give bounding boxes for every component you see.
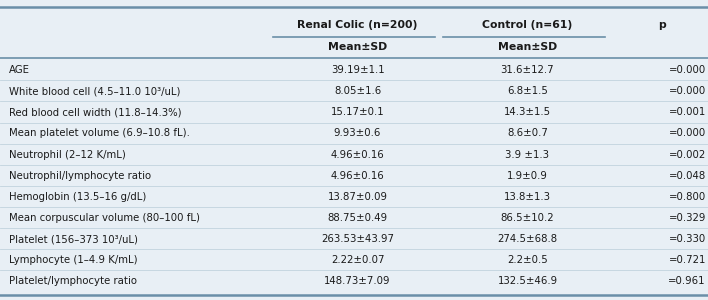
- Text: =0.000: =0.000: [668, 86, 706, 96]
- Text: Red blood cell width (11.8–14.3%): Red blood cell width (11.8–14.3%): [9, 107, 182, 117]
- Text: AGE: AGE: [9, 65, 30, 75]
- Text: White blood cell (4.5–11.0 10³/uL): White blood cell (4.5–11.0 10³/uL): [9, 86, 181, 96]
- Text: 2.2±0.5: 2.2±0.5: [507, 255, 548, 265]
- Text: 3.9 ±1.3: 3.9 ±1.3: [506, 150, 549, 160]
- Text: Neutrophil/lymphocyte ratio: Neutrophil/lymphocyte ratio: [9, 171, 152, 181]
- Text: Platelet/lymphocyte ratio: Platelet/lymphocyte ratio: [9, 277, 137, 286]
- Text: =0.330: =0.330: [668, 234, 706, 244]
- Text: 4.96±0.16: 4.96±0.16: [331, 171, 384, 181]
- Text: 88.75±0.49: 88.75±0.49: [328, 213, 387, 223]
- Text: 13.8±1.3: 13.8±1.3: [504, 192, 551, 202]
- Text: =0.329: =0.329: [668, 213, 706, 223]
- Text: =0.002: =0.002: [668, 150, 706, 160]
- Text: =0.000: =0.000: [668, 65, 706, 75]
- Text: Control (n=61): Control (n=61): [482, 20, 573, 31]
- Text: Mean±SD: Mean±SD: [328, 42, 387, 52]
- Text: =0.721: =0.721: [668, 255, 706, 265]
- Text: Mean corpuscular volume (80–100 fL): Mean corpuscular volume (80–100 fL): [9, 213, 200, 223]
- Text: 9.93±0.6: 9.93±0.6: [334, 128, 381, 139]
- Text: 15.17±0.1: 15.17±0.1: [331, 107, 384, 117]
- Text: 263.53±43.97: 263.53±43.97: [321, 234, 394, 244]
- Text: =0.001: =0.001: [668, 107, 706, 117]
- Text: 2.22±0.07: 2.22±0.07: [331, 255, 384, 265]
- Text: 86.5±10.2: 86.5±10.2: [501, 213, 554, 223]
- Text: Platelet (156–373 10³/uL): Platelet (156–373 10³/uL): [9, 234, 138, 244]
- Text: 1.9±0.9: 1.9±0.9: [507, 171, 548, 181]
- Text: 6.8±1.5: 6.8±1.5: [507, 86, 548, 96]
- Text: Mean±SD: Mean±SD: [498, 42, 557, 52]
- Text: =0.000: =0.000: [668, 128, 706, 139]
- Text: 274.5±68.8: 274.5±68.8: [498, 234, 557, 244]
- Text: 13.87±0.09: 13.87±0.09: [328, 192, 387, 202]
- Text: Lymphocyte (1–4.9 K/mL): Lymphocyte (1–4.9 K/mL): [9, 255, 138, 265]
- Text: 14.3±1.5: 14.3±1.5: [504, 107, 551, 117]
- Text: 4.96±0.16: 4.96±0.16: [331, 150, 384, 160]
- Text: 148.73±7.09: 148.73±7.09: [324, 277, 391, 286]
- Text: 31.6±12.7: 31.6±12.7: [501, 65, 554, 75]
- Text: Renal Colic (n=200): Renal Colic (n=200): [297, 20, 418, 31]
- Text: p: p: [658, 20, 666, 31]
- Text: 132.5±46.9: 132.5±46.9: [498, 277, 557, 286]
- Text: Mean platelet volume (6.9–10.8 fL).: Mean platelet volume (6.9–10.8 fL).: [9, 128, 190, 139]
- Text: 8.05±1.6: 8.05±1.6: [334, 86, 381, 96]
- Text: 8.6±0.7: 8.6±0.7: [507, 128, 548, 139]
- Text: =0.800: =0.800: [668, 192, 706, 202]
- Text: 39.19±1.1: 39.19±1.1: [331, 65, 384, 75]
- Text: =0.961: =0.961: [668, 277, 706, 286]
- Text: =0.048: =0.048: [668, 171, 706, 181]
- Text: Neutrophil (2–12 K/mL): Neutrophil (2–12 K/mL): [9, 150, 126, 160]
- Text: Hemoglobin (13.5–16 g/dL): Hemoglobin (13.5–16 g/dL): [9, 192, 147, 202]
